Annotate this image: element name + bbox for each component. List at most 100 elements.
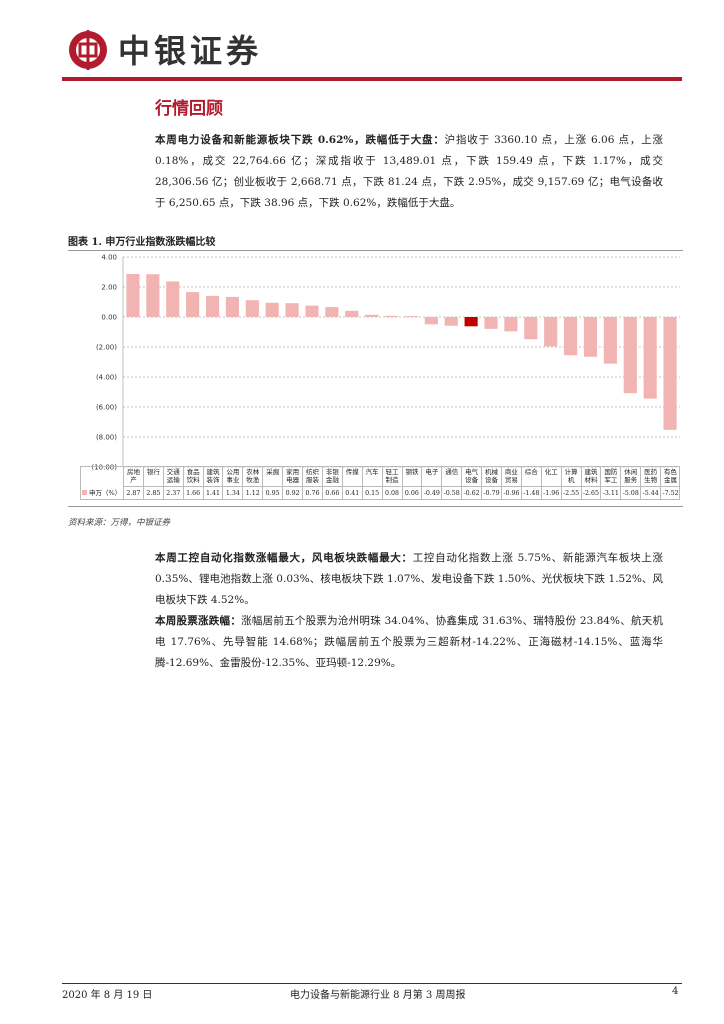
table-value: -0.96	[500, 487, 521, 500]
section-title: 行情回顾	[155, 99, 223, 119]
table-value: 2.85	[142, 487, 163, 500]
bar	[444, 317, 458, 326]
legend-label: 申万（%）	[89, 489, 122, 497]
bar	[365, 314, 379, 317]
table-value: 0.41	[341, 487, 362, 500]
footer-date: 2020 年 8 月 19 日	[62, 990, 153, 1001]
paragraph: 本周股票涨跌幅：涨幅居前五个股票为沧州明珠 34.04%、协鑫集成 31.63%…	[155, 611, 663, 674]
bar	[384, 315, 399, 317]
legend-entry: 申万（%）	[80, 487, 123, 500]
table-value: -0.62	[461, 487, 481, 500]
table-value: 0.06	[401, 487, 422, 500]
bar	[623, 317, 637, 394]
x-tick-label: 商业贸易	[500, 466, 521, 487]
x-tick-label: 国防军工	[600, 466, 621, 487]
paragraph-lead: 本周电力设备和新能源板块下跌 0.62%，跌幅低于大盘：	[155, 134, 445, 146]
table-value: -1.96	[540, 487, 561, 500]
table-value: -2.65	[580, 487, 601, 500]
bar	[186, 292, 200, 317]
bar	[146, 274, 160, 317]
footer-rule	[62, 983, 682, 984]
y-tick-label: (6.00)	[96, 404, 117, 412]
chart: 4.00 2.00 0.00 (2.00) (4.00) (6.00) (8.00) (10.…	[91, 254, 680, 472]
bar	[285, 303, 299, 317]
bar	[424, 317, 438, 325]
paragraph-text: 沪指收于 3360.10 点，上涨 6.06 点，上涨 0.18%，成交 22,…	[155, 134, 663, 209]
bar	[325, 307, 339, 317]
x-tick-label: 计算机	[560, 466, 581, 487]
x-tick-label: 食品饮料	[182, 466, 203, 487]
x-tick-label: 采掘	[262, 466, 283, 487]
table-value: 2.87	[123, 487, 143, 500]
table-value: 0.08	[381, 487, 402, 500]
y-tick-label: (8.00)	[96, 434, 117, 442]
logo-bar	[86, 30, 90, 70]
table-value: 1.12	[242, 487, 262, 500]
y-tick-label: 2.00	[101, 284, 117, 292]
paragraph: 本周电力设备和新能源板块下跌 0.62%，跌幅低于大盘：沪指收于 3360.10…	[155, 130, 663, 214]
x-tick-label: 建筑材料	[580, 466, 601, 487]
x-tick-label: 休闲服务	[620, 466, 641, 487]
x-tick-label: 非银金融	[321, 466, 342, 487]
table-value: -0.79	[481, 487, 501, 500]
x-tick-label: 传媒	[341, 466, 362, 487]
y-tick-label: 4.00	[101, 254, 117, 262]
bar	[544, 317, 558, 347]
bar	[265, 302, 279, 317]
x-tick-label: 纺织服装	[302, 466, 322, 487]
paragraph-text: 工控自动化指数上涨 5.75%、新能源汽车板块上涨 0.35%、锂电池指数上涨 …	[155, 552, 664, 606]
x-tick-label: 家用电器	[282, 466, 303, 487]
data-table: 申万（%） 房地产 2.87 银行 2.85 交通运输 2.37 食品饮料 1.66 建筑装饰 1.…	[80, 466, 680, 500]
footer-report: 电力设备与新能源行业 8 月第 3 周周报	[290, 990, 466, 1001]
bar	[663, 317, 677, 430]
table-value: 0.76	[302, 487, 322, 500]
header-rule	[62, 77, 682, 81]
paragraph: 本周工控自动化指数涨幅最大，风电板块跌幅最大：工控自动化指数上涨 5.75%、新…	[155, 548, 663, 611]
x-tick-label: 综合	[520, 466, 541, 487]
x-tick-label: 公用事业	[222, 466, 243, 487]
bar	[345, 310, 359, 317]
bar	[126, 273, 140, 317]
table-value: -3.11	[600, 487, 620, 500]
y-tick-label: 0.00	[101, 314, 117, 322]
logo-text: 中银证券	[118, 32, 262, 70]
table-value: 0.66	[321, 487, 342, 500]
table-value: -7.52	[660, 487, 680, 500]
legend-swatch	[82, 490, 87, 495]
table-value: -0.58	[441, 487, 461, 500]
table-value: -5.08	[620, 487, 640, 500]
y-tick-label: (10.00)	[91, 464, 117, 472]
footer-page: 4	[672, 986, 679, 997]
x-tick-label: 汽车	[361, 466, 382, 487]
x-tick-label: 医药生物	[640, 466, 661, 487]
table-value: 2.37	[162, 487, 183, 500]
x-tick-label: 轻工制造	[381, 466, 402, 487]
chart-source: 资料来源：万得，中银证券	[68, 518, 171, 528]
bar	[166, 281, 180, 317]
table-value: 1.34	[222, 487, 242, 500]
bar	[603, 317, 617, 364]
x-tick-label: 电气设备	[461, 466, 482, 487]
table-outline	[80, 466, 680, 500]
x-tick-label: 建筑装饰	[202, 466, 223, 487]
bar	[504, 317, 518, 332]
y-tick-label: (2.00)	[96, 344, 117, 352]
x-tick-label: 化工	[540, 466, 561, 487]
x-tick-label: 交通运输	[162, 466, 183, 487]
x-tick-label: 银行	[142, 466, 163, 487]
table-value: -2.55	[560, 487, 581, 500]
paragraph-lead: 本周股票涨跌幅：	[155, 615, 242, 627]
table-value: 0.92	[282, 487, 302, 500]
bar	[484, 317, 498, 329]
bar	[583, 317, 598, 357]
paragraph-text: 涨幅居前五个股票为沧州明珠 34.04%、协鑫集成 31.63%、瑞特股份 23…	[155, 615, 663, 669]
bar	[205, 295, 220, 317]
table-value: -1.48	[520, 487, 541, 500]
bar	[404, 316, 419, 317]
bar	[524, 317, 538, 340]
x-tick-label: 钢铁	[401, 466, 422, 487]
x-tick-label: 农林牧渔	[242, 466, 263, 487]
paragraph-lead: 本周工控自动化指数涨幅最大，风电板块跌幅最大：	[155, 552, 413, 564]
bar	[245, 300, 259, 317]
